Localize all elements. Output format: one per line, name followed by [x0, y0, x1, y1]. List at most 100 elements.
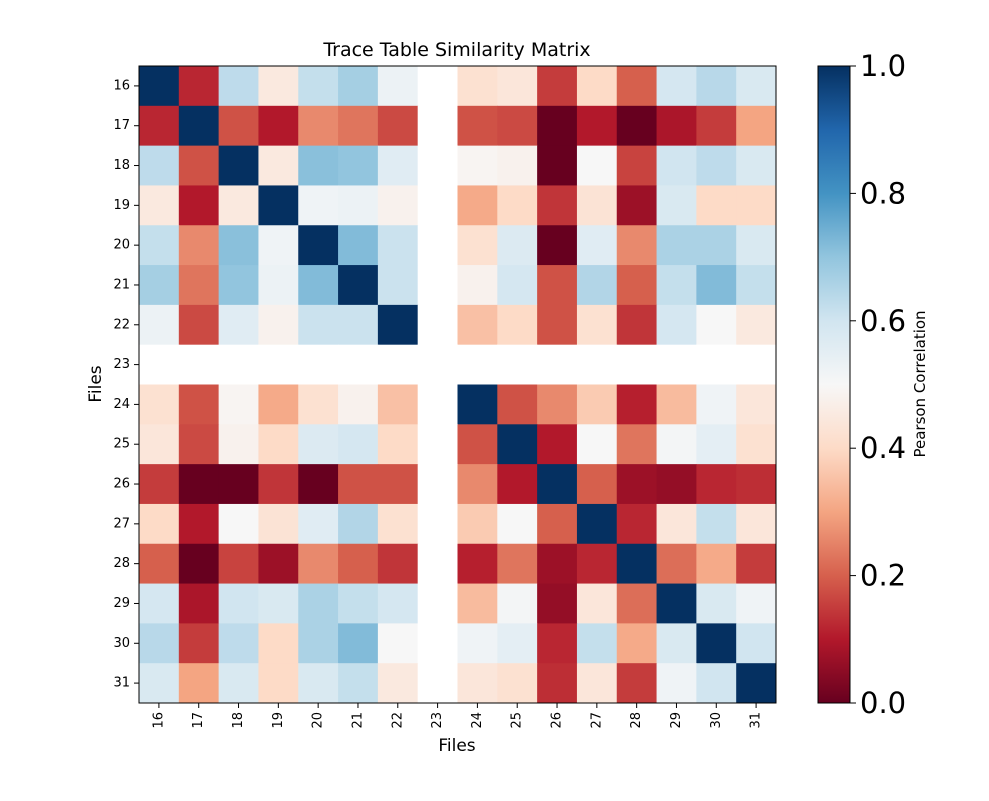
heatmap-cell [457, 503, 498, 545]
x-tick-label: 26 [550, 712, 565, 729]
heatmap-cell [377, 583, 419, 624]
y-tick-label: 18 [113, 158, 130, 173]
heatmap-cell [377, 304, 419, 346]
heatmap-cell [736, 424, 777, 465]
heatmap-cell [417, 503, 458, 545]
heatmap-cell [218, 304, 259, 346]
heatmap-cell [696, 424, 737, 465]
heatmap-cell [298, 344, 339, 385]
heatmap-cell [218, 623, 259, 664]
heatmap-cell [298, 464, 339, 505]
heatmap-cell [537, 185, 578, 226]
heatmap-cell [656, 344, 697, 385]
heatmap-cell [696, 384, 737, 425]
heatmap-cell [736, 105, 777, 147]
x-tick-label: 22 [390, 712, 405, 729]
colorbar [817, 65, 851, 704]
heatmap-cell [178, 583, 220, 624]
colorbar-tick-label: 0.6 [860, 304, 906, 338]
heatmap-cell [736, 623, 777, 664]
heatmap-cell [656, 304, 697, 346]
y-tick-label: 19 [113, 198, 130, 213]
y-tick-label: 30 [113, 636, 130, 651]
heatmap-cell [178, 464, 220, 505]
heatmap-cell [616, 464, 658, 505]
heatmap-cell [656, 185, 697, 226]
heatmap-cell [417, 344, 458, 385]
heatmap-cell [139, 225, 180, 266]
heatmap-cell [377, 623, 419, 664]
heatmap-cell [736, 663, 777, 704]
heatmap-cell [417, 424, 458, 465]
heatmap-cell [616, 583, 658, 624]
y-tick-label: 22 [113, 317, 130, 332]
y-tick-label: 16 [113, 78, 130, 93]
heatmap-cell [258, 185, 299, 226]
heatmap-cell [497, 543, 538, 585]
heatmap-cell [537, 543, 578, 585]
heatmap-cell [616, 424, 658, 465]
heatmap-cell [576, 145, 618, 186]
heatmap-cell [178, 384, 220, 425]
heatmap-cell [696, 583, 737, 624]
heatmap-cell [696, 265, 737, 306]
heatmap-cell [696, 503, 737, 545]
heatmap-cell [497, 623, 538, 664]
heatmap-cell [178, 543, 220, 585]
heatmap-cell [258, 464, 299, 505]
y-tick-label: 29 [113, 596, 130, 611]
plot-frame [138, 65, 777, 704]
heatmap-cell [497, 344, 538, 385]
colorbar-tick-label: 1.0 [860, 49, 906, 83]
x-tick-label: 30 [709, 712, 724, 729]
heatmap-cell [417, 105, 458, 147]
heatmap-cell [218, 464, 259, 505]
heatmap-cell [656, 225, 697, 266]
heatmap-cell [576, 663, 618, 704]
heatmap-cell [537, 384, 578, 425]
heatmap-cell [139, 623, 180, 664]
heatmap-cell [298, 543, 339, 585]
heatmap-cell [537, 503, 578, 545]
heatmap-cell [258, 304, 299, 346]
heatmap-cell [457, 225, 498, 266]
heatmap-cell [616, 105, 658, 147]
x-tick-label: 27 [589, 712, 604, 729]
heatmap-cell [377, 464, 419, 505]
heatmap-cell [338, 583, 379, 624]
heatmap-cell [457, 185, 498, 226]
heatmap-cell [696, 344, 737, 385]
heatmap-cell [417, 145, 458, 186]
heatmap-cell [139, 464, 180, 505]
heatmap-cell [497, 185, 538, 226]
heatmap-cell [656, 503, 697, 545]
heatmap-cell [377, 225, 419, 266]
heatmap-cell [616, 66, 658, 107]
heatmap-cell [537, 464, 578, 505]
heatmap-cell [736, 503, 777, 545]
heatmap-cell [178, 145, 220, 186]
heatmap-cell [377, 265, 419, 306]
heatmap-cell [258, 623, 299, 664]
heatmap-cell [377, 543, 419, 585]
heatmap-cell [616, 225, 658, 266]
colorbar-tick-label: 0.0 [860, 686, 906, 720]
colorbar-tick-label: 0.4 [860, 431, 906, 465]
heatmap-cell [457, 384, 498, 425]
heatmap-cell [417, 304, 458, 346]
heatmap-cell [656, 464, 697, 505]
heatmap-cell [497, 583, 538, 624]
x-tick-label: 21 [350, 712, 365, 729]
heatmap-cell [656, 145, 697, 186]
heatmap-cell [218, 105, 259, 147]
colorbar-title: Pearson Correlation [911, 310, 929, 457]
heatmap-cell [457, 623, 498, 664]
heatmap-cell [178, 344, 220, 385]
heatmap-cell [696, 464, 737, 505]
heatmap-cell [258, 503, 299, 545]
x-tick-label: 31 [749, 712, 764, 729]
heatmap-cell [457, 265, 498, 306]
heatmap-cell [417, 663, 458, 704]
heatmap-cell [616, 185, 658, 226]
heatmap-cell [178, 663, 220, 704]
